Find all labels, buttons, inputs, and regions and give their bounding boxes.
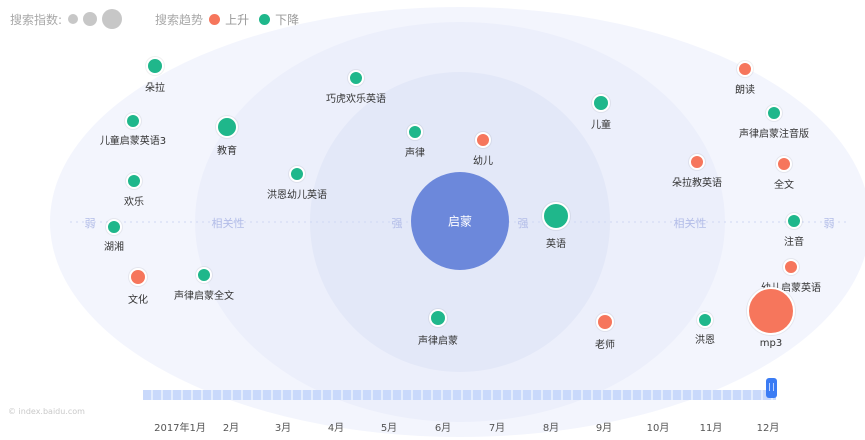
scale-relevance-right: 相关性 — [673, 217, 707, 230]
keyword-bubble[interactable] — [125, 113, 141, 129]
keyword-label: 幼儿启蒙英语 — [761, 283, 821, 294]
legend-trend-label: 搜索趋势 — [155, 12, 204, 27]
timeline-month-label[interactable]: 4月 — [327, 423, 345, 434]
keyword-bubble[interactable] — [407, 124, 423, 140]
timeline-month-label[interactable]: 8月 — [542, 423, 560, 434]
scale-strong-left: 强 — [391, 217, 403, 230]
timeline-month-label[interactable]: 2017年1月 — [154, 423, 206, 434]
keyword-label: 注音 — [784, 237, 804, 248]
timeline-month-label[interactable]: 5月 — [380, 423, 398, 434]
legend-size-medium-icon — [83, 12, 98, 26]
keyword-label: 朗读 — [735, 85, 755, 96]
keyword-label: 声律启蒙全文 — [174, 291, 234, 302]
keyword-label: 声律 — [405, 148, 425, 159]
keyword-label: 文化 — [128, 295, 148, 306]
watermark: © index.baidu.com — [8, 407, 85, 416]
scale-strong-right: 强 — [517, 217, 529, 230]
legend-size-large-icon — [102, 9, 123, 29]
timeline-month-label[interactable]: 9月 — [595, 423, 613, 434]
keyword-label: 欢乐 — [124, 197, 144, 208]
keyword-bubble[interactable] — [429, 309, 447, 327]
timeline-month-label[interactable]: 7月 — [488, 423, 506, 434]
legend: 搜索指数: 搜索趋势 上升 下降 — [10, 9, 309, 29]
keyword-label: 巧虎欢乐英语 — [326, 94, 386, 105]
timeline-month-label[interactable]: 11月 — [699, 423, 723, 434]
legend-fall-dot-icon — [259, 13, 271, 25]
keyword-bubble[interactable] — [689, 154, 705, 170]
legend-fall-label: 下降 — [275, 12, 300, 27]
keyword-label: 幼儿 — [473, 156, 493, 167]
keyword-bubble[interactable] — [776, 156, 792, 172]
keyword-bubble[interactable] — [747, 287, 795, 335]
keyword-label: 洪恩幼儿英语 — [267, 190, 327, 201]
center-keyword-bubble[interactable] — [411, 172, 509, 270]
keyword-label: 声律启蒙注音版 — [739, 129, 809, 140]
keyword-label: 儿童 — [591, 120, 611, 131]
keyword-label: 朵拉教英语 — [672, 178, 722, 189]
keyword-label: 全文 — [774, 180, 794, 191]
legend-size-small-icon — [68, 14, 79, 24]
keyword-label: 朵拉 — [145, 83, 165, 94]
keyword-bubble[interactable] — [596, 313, 614, 331]
keyword-bubble[interactable] — [786, 213, 802, 229]
keyword-bubble[interactable] — [783, 259, 799, 275]
scale-relevance-left: 相关性 — [211, 217, 245, 230]
keyword-label: 老师 — [595, 340, 615, 351]
timeline-handle[interactable] — [766, 378, 777, 398]
timeline-month-label[interactable]: 12月 — [756, 423, 780, 434]
keyword-label: 儿童启蒙英语3 — [99, 136, 167, 147]
keyword-label: 声律启蒙 — [418, 336, 458, 347]
keyword-label: 洪恩 — [695, 335, 715, 346]
keyword-bubble[interactable] — [737, 61, 753, 77]
scale-weak-right: 弱 — [823, 217, 835, 230]
keyword-bubble[interactable] — [289, 166, 305, 182]
keyword-bubble[interactable] — [542, 202, 570, 230]
keyword-bubble[interactable] — [106, 219, 122, 235]
timeline-track[interactable] — [143, 390, 776, 400]
legend-rise-dot-icon — [209, 13, 221, 25]
timeline-month-label[interactable]: 6月 — [434, 423, 452, 434]
keyword-label: 湖湘 — [104, 242, 124, 253]
center-keyword-label: 启蒙 — [447, 214, 473, 229]
keyword-bubble[interactable] — [146, 57, 164, 75]
keyword-label: 英语 — [546, 239, 566, 250]
timeline-month-label[interactable]: 2月 — [222, 423, 240, 434]
legend-index-label: 搜索指数: — [10, 12, 63, 27]
keyword-bubble[interactable] — [766, 105, 782, 121]
keyword-bubble[interactable] — [126, 173, 142, 189]
keyword-bubble[interactable] — [697, 312, 713, 328]
timeline-month-label[interactable]: 3月 — [274, 423, 292, 434]
legend-rise-label: 上升 — [225, 12, 250, 27]
keyword-bubble[interactable] — [216, 116, 238, 138]
keyword-bubble[interactable] — [592, 94, 610, 112]
keyword-bubble[interactable] — [196, 267, 212, 283]
keyword-label: 教育 — [217, 146, 237, 157]
keyword-label: mp3 — [759, 338, 783, 349]
keyword-bubble[interactable] — [129, 268, 147, 286]
keyword-bubble[interactable] — [348, 70, 364, 86]
keyword-bubble[interactable] — [475, 132, 491, 148]
timeline-month-label[interactable]: 10月 — [646, 423, 670, 434]
scale-weak-left: 弱 — [84, 217, 96, 230]
